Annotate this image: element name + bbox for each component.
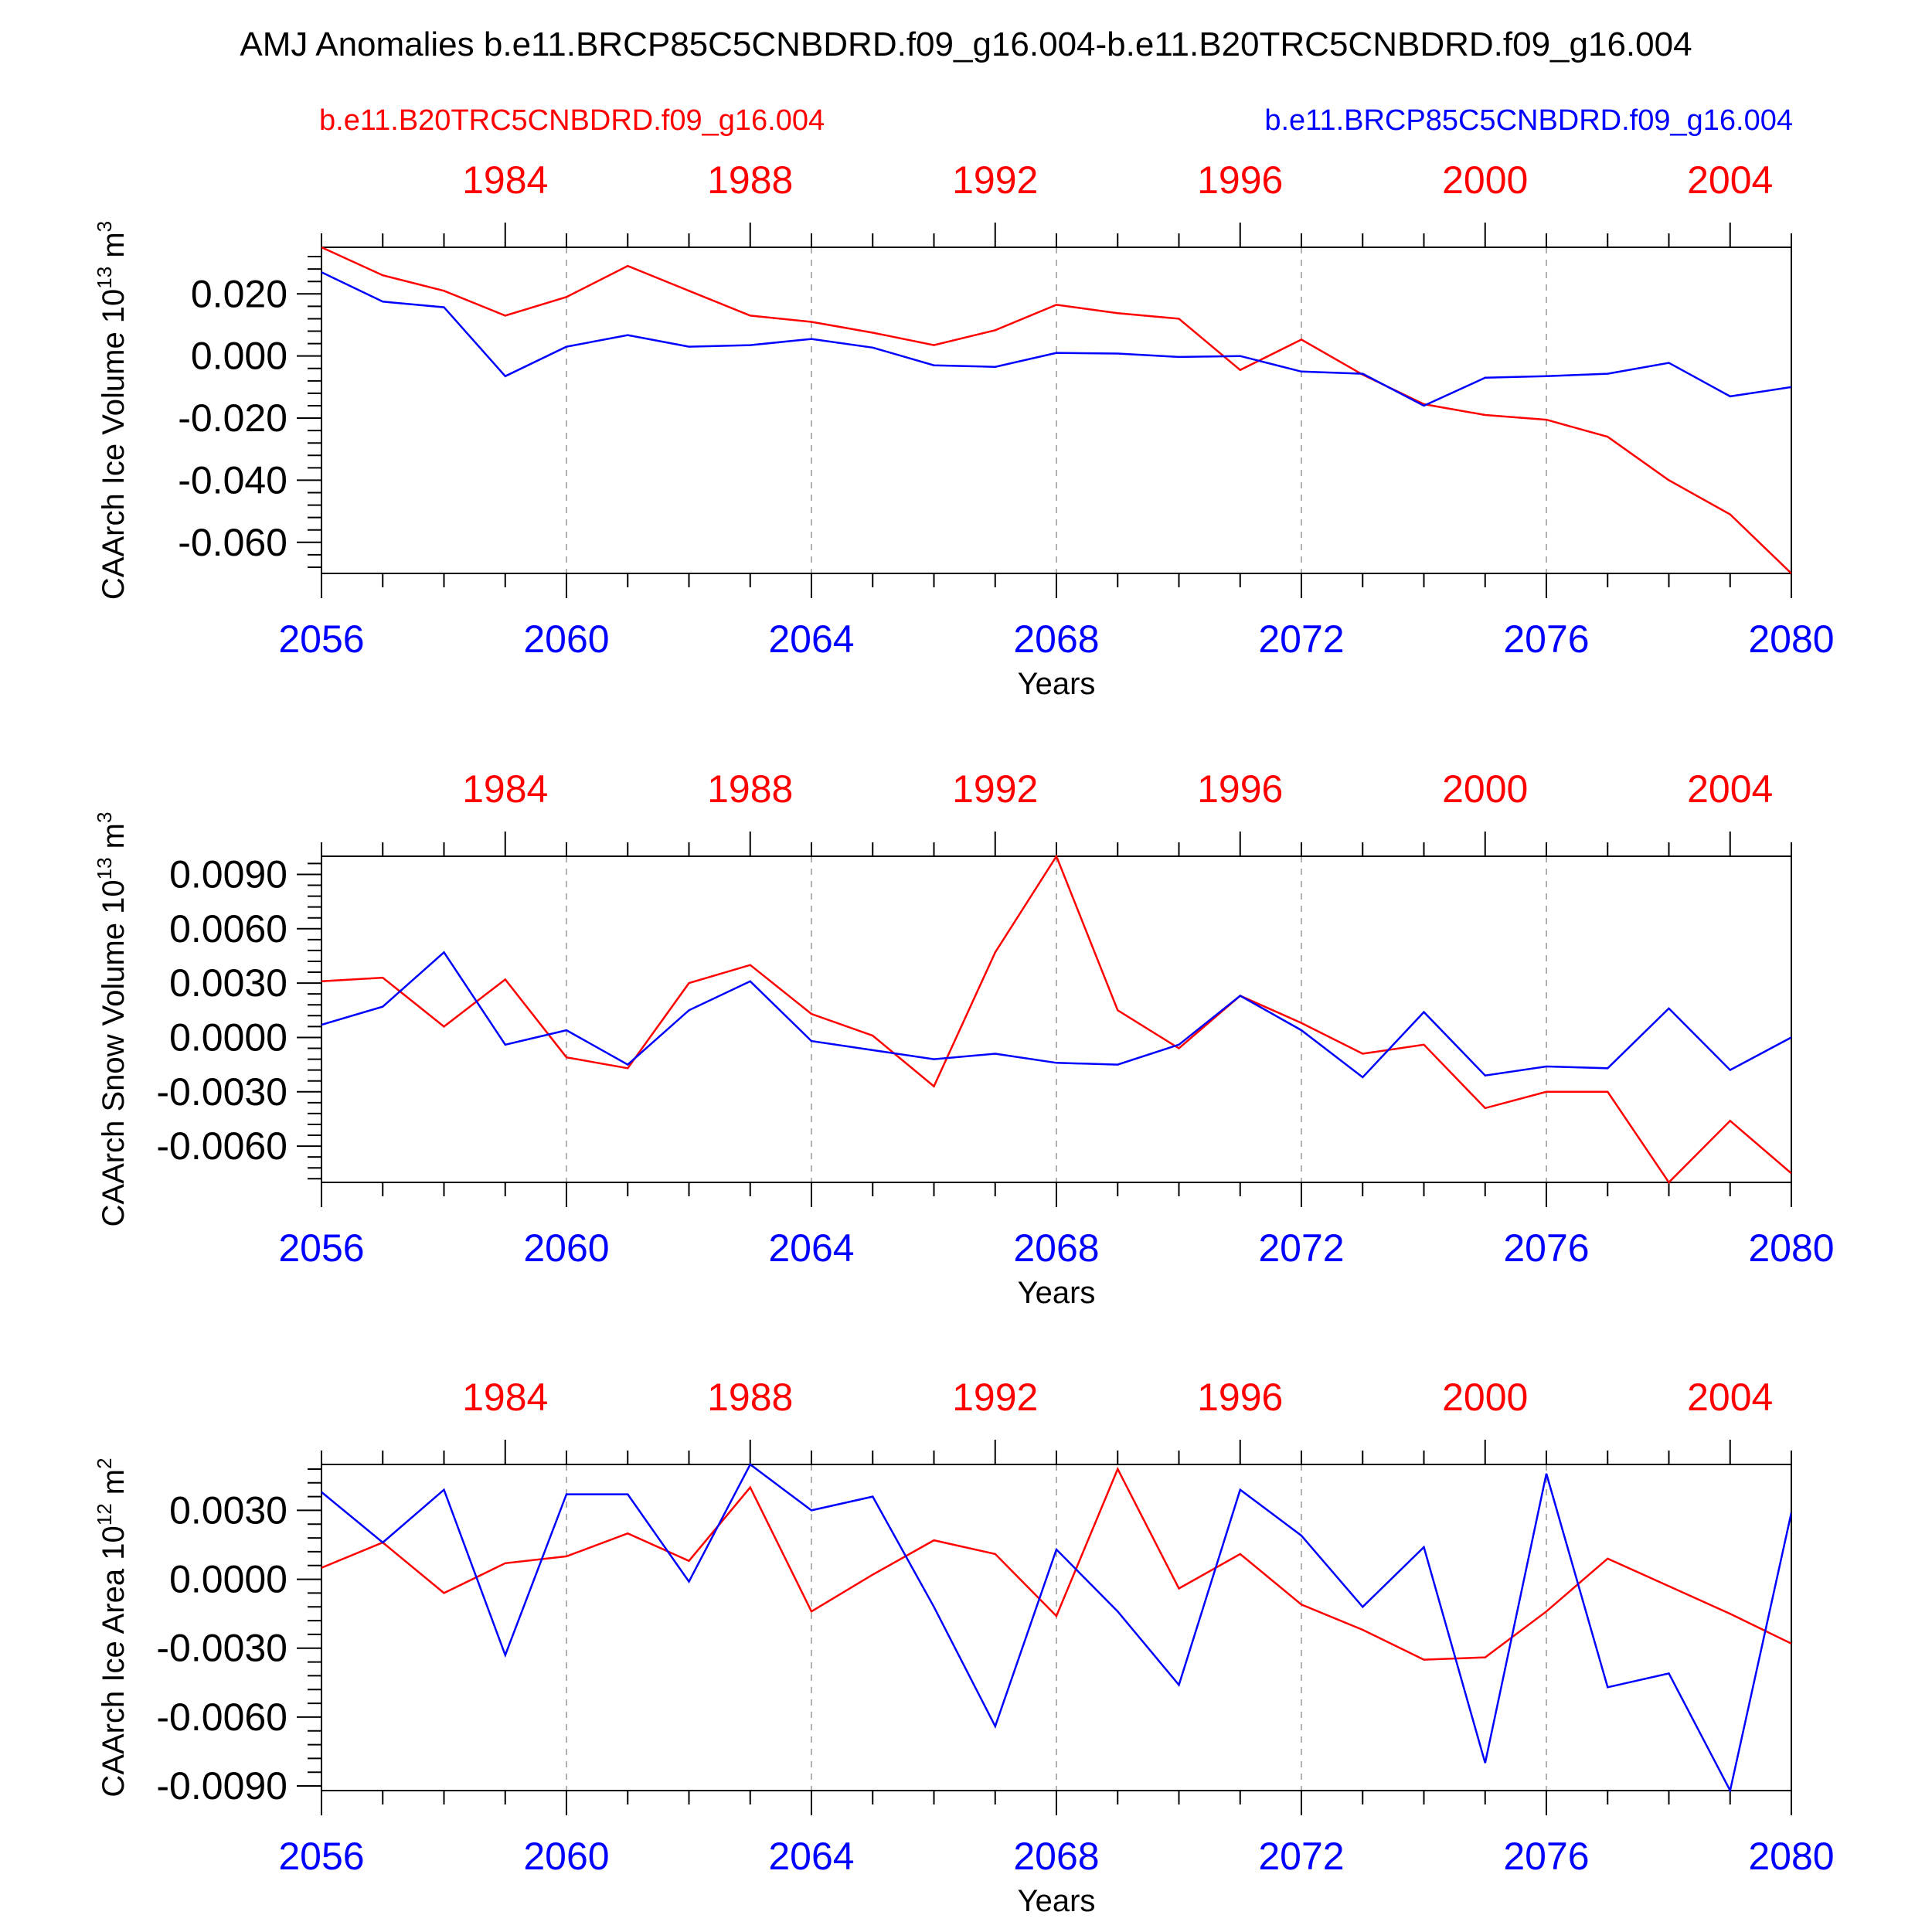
y-tick-label: 0.020 — [191, 272, 287, 315]
x-tick-label-bottom: 2072 — [1258, 1226, 1344, 1270]
panel-3: 2056 2060 2064 2068 2072 2076 2080 Years 1984 198… — [93, 1376, 1835, 1918]
x-tick-label-bottom: 2080 — [1748, 1226, 1834, 1270]
x-tick-label-top: 2000 — [1442, 1376, 1528, 1419]
x-tick-label-bottom: 2076 — [1503, 1226, 1589, 1270]
x-tick-label-bottom: 2060 — [523, 1226, 609, 1270]
x-axis-label: Years — [1018, 1884, 1096, 1918]
x-tick-label-bottom: 2072 — [1258, 1835, 1344, 1878]
y-tick-label: -0.0060 — [156, 1696, 287, 1739]
y-tick-label: 0.0000 — [169, 1015, 287, 1059]
y-axis-label: CAArch Ice Area 1012 m2 — [93, 1458, 131, 1797]
x-tick-label-top: 1996 — [1197, 1376, 1283, 1419]
y-tick-label: -0.0090 — [156, 1764, 287, 1808]
series-line-control — [321, 1466, 1791, 1661]
y-axis-label: CAArch Snow Volume 1013 m3 — [93, 812, 131, 1227]
x-tick-label-top: 1988 — [707, 767, 793, 811]
y-tick-label: 0.0030 — [169, 961, 287, 1005]
x-tick-label-bottom: 2056 — [278, 1226, 364, 1270]
x-tick-label-bottom: 2064 — [768, 617, 854, 661]
x-tick-label-top: 2000 — [1442, 158, 1528, 202]
y-tick-label: -0.060 — [178, 521, 287, 564]
y-tick-label: -0.020 — [178, 396, 287, 440]
legend-control-label: b.e11.B20TRC5CNBDRD.f09_g16.004 — [319, 104, 825, 137]
x-tick-label-top: 1984 — [462, 1376, 548, 1419]
x-tick-label-bottom: 2068 — [1013, 1835, 1099, 1878]
x-axis-label: Years — [1018, 1276, 1096, 1310]
panel-1: 2056 2060 2064 2068 2072 2076 2080 Years 1984 198… — [93, 158, 1835, 701]
x-tick-label-top: 1988 — [707, 1376, 793, 1419]
x-tick-label-top: 1996 — [1197, 158, 1283, 202]
x-tick-label-bottom: 2076 — [1503, 1835, 1589, 1878]
x-tick-label-top: 1988 — [707, 158, 793, 202]
x-tick-label-top: 1992 — [952, 767, 1038, 811]
y-tick-label: -0.0030 — [156, 1627, 287, 1670]
y-tick-label: 0.000 — [191, 335, 287, 378]
x-tick-label-bottom: 2080 — [1748, 617, 1834, 661]
chart-title: AMJ Anomalies b.e11.BRCP85C5CNBDRD.f09_g… — [240, 26, 1692, 63]
series-line-future — [321, 1463, 1791, 1792]
y-tick-label: -0.0060 — [156, 1124, 287, 1168]
x-tick-label-top: 2004 — [1687, 767, 1773, 811]
x-tick-label-bottom: 2072 — [1258, 617, 1344, 661]
x-tick-label-top: 1996 — [1197, 767, 1283, 811]
x-tick-label-top: 1992 — [952, 158, 1038, 202]
x-tick-label-bottom: 2060 — [523, 617, 609, 661]
y-tick-label: 0.0000 — [169, 1558, 287, 1601]
panel-2: 2056 2060 2064 2068 2072 2076 2080 Years 1984 198… — [93, 767, 1835, 1310]
y-tick-label: 0.0030 — [169, 1488, 287, 1532]
x-tick-label-top: 2004 — [1687, 158, 1773, 202]
y-tick-label: -0.0030 — [156, 1070, 287, 1114]
y-tick-label: 0.0090 — [169, 852, 287, 896]
x-tick-label-bottom: 2060 — [523, 1835, 609, 1878]
x-tick-label-top: 1984 — [462, 158, 548, 202]
x-tick-label-bottom: 2056 — [278, 617, 364, 661]
x-tick-label-bottom: 2068 — [1013, 617, 1099, 661]
y-axis-label: CAArch Ice Volume 1013 m3 — [93, 221, 131, 600]
series-line-control — [321, 855, 1791, 1184]
series-line-future — [321, 951, 1791, 1079]
panels: 2056 2060 2064 2068 2072 2076 2080 Years 1984 198… — [93, 158, 1835, 1918]
y-tick-label: 0.0060 — [169, 907, 287, 951]
x-tick-label-top: 2004 — [1687, 1376, 1773, 1419]
legend-future-label: b.e11.BRCP85C5CNBDRD.f09_g16.004 — [1264, 104, 1793, 137]
y-tick-label: -0.040 — [178, 458, 287, 502]
x-axis-label: Years — [1018, 667, 1096, 701]
x-tick-label-bottom: 2056 — [278, 1835, 364, 1878]
x-tick-label-top: 1984 — [462, 767, 548, 811]
x-tick-label-top: 2000 — [1442, 767, 1528, 811]
series-line-future — [321, 271, 1791, 407]
x-tick-label-top: 1992 — [952, 1376, 1038, 1419]
series-line-control — [321, 246, 1791, 574]
x-tick-label-bottom: 2068 — [1013, 1226, 1099, 1270]
x-tick-label-bottom: 2064 — [768, 1835, 854, 1878]
x-tick-label-bottom: 2080 — [1748, 1835, 1834, 1878]
x-tick-label-bottom: 2076 — [1503, 617, 1589, 661]
x-tick-label-bottom: 2064 — [768, 1226, 854, 1270]
